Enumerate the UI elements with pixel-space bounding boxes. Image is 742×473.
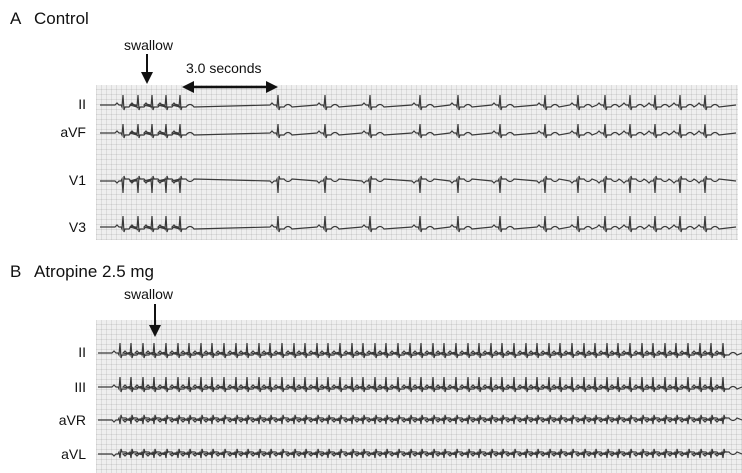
panel-a-lead-label: II [78, 96, 86, 112]
panel-b-lead-label: aVR [58, 412, 86, 428]
panel-b-ecg-strip [96, 320, 742, 473]
panel-a-trace-v3 [100, 215, 737, 233]
panel-a-lead-label: V3 [68, 219, 86, 235]
panel-b-lead-label: II [78, 344, 86, 360]
panel-a-letter: A [10, 9, 22, 28]
panel-b-lead-label: III [74, 379, 86, 395]
panel-b-title: Atropine 2.5 mg [34, 262, 155, 281]
panel-b-swallow-arrow [149, 304, 161, 337]
panel-b-trace-avr [98, 414, 742, 425]
panel-b-letter: B [10, 262, 22, 281]
panel-b-trace-avl [98, 448, 742, 459]
panel-a-swallow-arrow [141, 54, 153, 84]
panel-a-trace-v1 [100, 175, 737, 194]
panel-a-trace-ii [100, 94, 737, 111]
interval-label: 3.0 seconds [186, 60, 262, 76]
interval-double-arrow [182, 81, 278, 93]
panel-b-trace-iii [98, 376, 742, 393]
panel-b-swallow-label: swallow [124, 286, 174, 302]
panel-a-ecg-strip [96, 85, 738, 240]
panel-a-trace-avf [100, 123, 737, 139]
panel-a-swallow-label: swallow [124, 37, 174, 53]
panel-b-lead-label: aVL [61, 446, 86, 462]
panel-a-lead-label: V1 [68, 172, 86, 188]
panel-a-title: Control [34, 9, 89, 28]
panel-b-trace-ii [98, 342, 742, 359]
panel-a-lead-label: aVF [60, 124, 86, 140]
